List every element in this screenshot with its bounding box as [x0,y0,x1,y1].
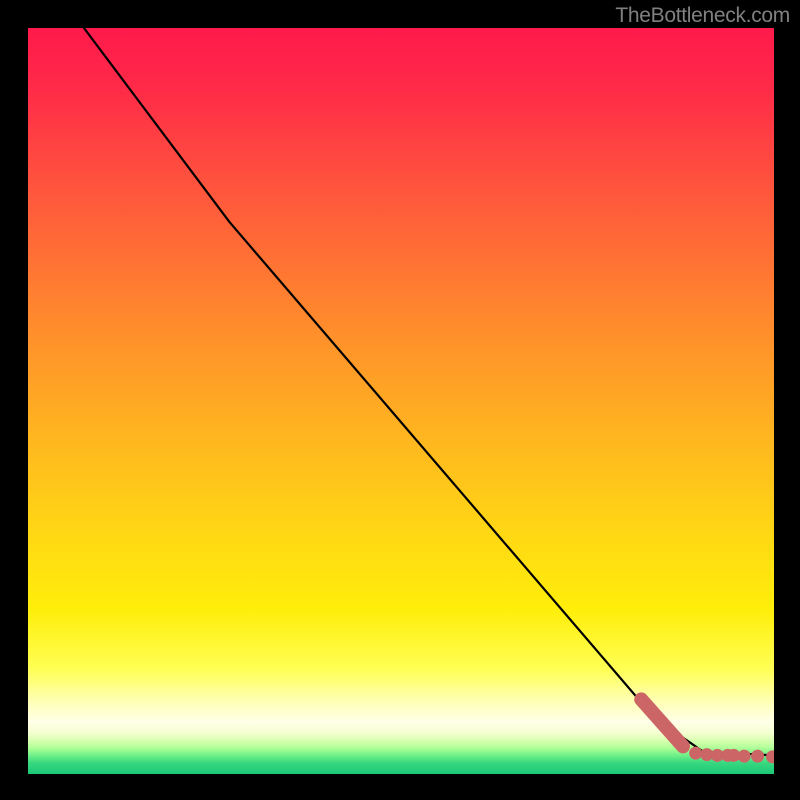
marker-dot [751,750,764,763]
marker-dot [689,747,702,760]
figure-canvas: TheBottleneck.com [0,0,800,800]
watermark-label: TheBottleneck.com [615,4,790,28]
chart-plot-area [28,28,774,774]
marker-dot [738,750,751,763]
gradient-background [28,28,774,774]
